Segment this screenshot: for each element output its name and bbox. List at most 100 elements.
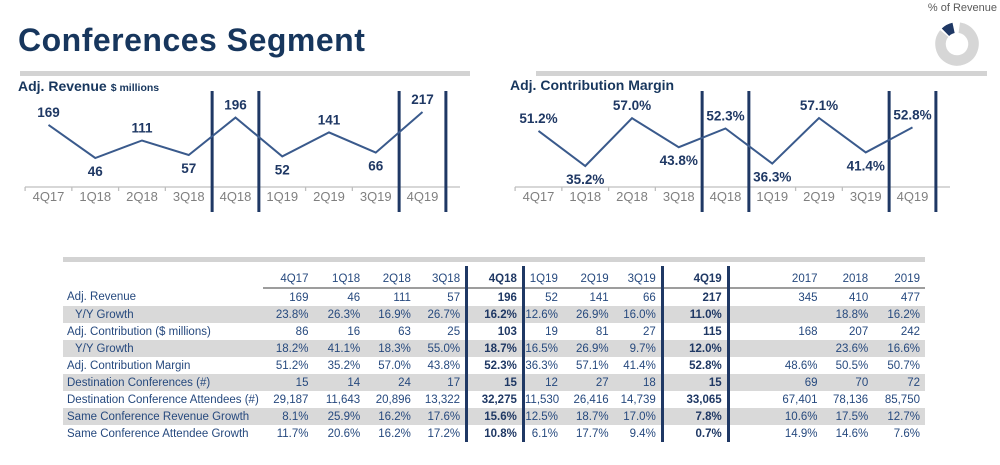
table-cell: 169 bbox=[289, 291, 309, 304]
table-cell: 17.5% bbox=[822, 408, 874, 425]
data-label: 46 bbox=[88, 164, 104, 179]
table-cell: 52.8% bbox=[660, 357, 730, 374]
table-cell: 18.7% bbox=[562, 408, 614, 425]
data-label: 169 bbox=[37, 105, 60, 120]
table-cell: 70 bbox=[822, 374, 874, 391]
row-label: Same Conference Attendee Growth bbox=[67, 427, 249, 440]
x-axis-label: 1Q19 bbox=[266, 189, 298, 204]
data-label: 52.8% bbox=[893, 107, 931, 122]
data-label: 217 bbox=[411, 92, 434, 107]
table-cell: 14.6% bbox=[835, 427, 869, 440]
table-cell: 63 bbox=[398, 325, 411, 338]
table-cell: 16.2% bbox=[378, 427, 411, 440]
table-cell: 50.7% bbox=[887, 359, 920, 372]
x-axis-label: 2Q18 bbox=[616, 189, 648, 204]
table-row: Same Conference Revenue Growth 8.1% 25.9% 1… bbox=[63, 408, 925, 425]
table-cell: 69 bbox=[728, 374, 823, 391]
x-axis-label: 3Q19 bbox=[360, 189, 392, 204]
table-cell: 16.2% bbox=[365, 408, 416, 425]
table-cell: 18 bbox=[613, 374, 663, 391]
revenue-share-donut-chart bbox=[935, 22, 979, 66]
data-label: 35.2% bbox=[566, 172, 604, 187]
page-title: Conferences Segment bbox=[18, 22, 366, 58]
table-cell: 23.6% bbox=[822, 340, 874, 357]
x-axis-label: 3Q19 bbox=[850, 189, 882, 204]
x-axis-label: 1Q18 bbox=[569, 189, 601, 204]
table-cell: 196 bbox=[465, 288, 525, 306]
table-cell: 29,187 bbox=[273, 393, 309, 406]
table-header-cell: 4Q17 bbox=[262, 266, 314, 289]
x-axis-label: 2Q19 bbox=[313, 189, 345, 204]
table-cell: 57 bbox=[447, 291, 461, 304]
table-cell: 12.5% bbox=[523, 408, 563, 425]
data-label: 141 bbox=[318, 112, 341, 127]
table-cell: 410 bbox=[849, 291, 869, 304]
table-cell: 52.3% bbox=[465, 357, 525, 374]
table-cell: 32,275 bbox=[465, 391, 525, 408]
table-cell: 18.7% bbox=[465, 340, 525, 357]
x-axis-label: 3Q18 bbox=[663, 189, 695, 204]
table-cell: 41.1% bbox=[313, 340, 366, 357]
table-header-cell: 2019 bbox=[873, 266, 925, 289]
donut-remainder-segment bbox=[935, 22, 979, 66]
table-cell: 57.0% bbox=[378, 359, 411, 372]
data-label: 51.2% bbox=[519, 111, 557, 126]
table-cell: 11,530 bbox=[524, 393, 560, 406]
table-cell: 6.1% bbox=[531, 427, 558, 440]
table-cell: 33,065 bbox=[660, 391, 730, 408]
series-line bbox=[47, 111, 424, 160]
row-label: Destination Conference Attendees (#) bbox=[67, 393, 259, 406]
table-cell: 23.8% bbox=[262, 306, 314, 323]
table-cell: 0.7% bbox=[660, 425, 730, 442]
adj-revenue-line-chart: 169 46 111 57 196 52 141 66 217 4Q17 1Q18 2Q18 3Q18 4… bbox=[24, 91, 460, 212]
x-axis-label: 1Q18 bbox=[79, 189, 111, 204]
table-cell: 477 bbox=[900, 291, 920, 304]
x-axis-label: 2Q18 bbox=[126, 189, 158, 204]
table-cell: 66 bbox=[643, 291, 656, 304]
table-cell: 35.2% bbox=[327, 359, 361, 372]
table-row: Destination Conference Attendees (#) 29,1… bbox=[63, 391, 925, 408]
x-axis-label: 2Q19 bbox=[803, 189, 835, 204]
row-label: Adj. Revenue bbox=[67, 291, 137, 303]
row-label: Destination Conferences (#) bbox=[63, 374, 263, 391]
x-axis-label: 1Q19 bbox=[756, 189, 788, 204]
table-cell: 9.7% bbox=[613, 340, 663, 357]
table-cell: 16.2% bbox=[465, 306, 525, 323]
table-header-cell: 4Q18 bbox=[465, 266, 525, 289]
x-axis-label: 3Q18 bbox=[173, 189, 205, 204]
table-row: Y/Y Growth 18.2% 41.1% 18.3% 55.0% 18.7% 16.5%… bbox=[63, 340, 925, 357]
table-cell: 26.9% bbox=[562, 340, 614, 357]
table-cell bbox=[728, 340, 823, 357]
table-cell: 57.1% bbox=[576, 359, 609, 372]
table-cell: 24 bbox=[365, 374, 416, 391]
table-cell: 103 bbox=[465, 323, 525, 340]
table-header-cell: 3Q19 bbox=[613, 266, 663, 289]
data-label: 111 bbox=[131, 121, 153, 136]
data-label: 41.4% bbox=[847, 158, 885, 173]
donut-highlight-segment bbox=[941, 22, 956, 37]
table-row: Adj. Revenue 169 46 111 57 196 52 141 66 217 345 41… bbox=[63, 288, 925, 306]
row-label: Same Conference Revenue Growth bbox=[63, 408, 263, 425]
adj-contribution-margin-line-chart: 51.2% 35.2% 57.0% 43.8% 52.3% 36.3% 57.1% 41.4%… bbox=[514, 91, 950, 212]
row-label: Y/Y Growth bbox=[63, 306, 263, 323]
margin-chart-title: Adj. Contribution Margin bbox=[510, 77, 674, 93]
x-axis-label: 4Q18 bbox=[710, 189, 742, 204]
x-axis-label: 4Q17 bbox=[523, 189, 555, 204]
row-label: Y/Y Growth bbox=[63, 340, 263, 357]
metrics-table-section: 4Q17 1Q18 2Q18 3Q18 4Q18 1Q19 2Q19 3Q19 4Q19 2017… bbox=[63, 257, 925, 442]
table-cell: 25 bbox=[447, 325, 461, 338]
data-label: 57.0% bbox=[613, 98, 651, 113]
table-header-row: 4Q17 1Q18 2Q18 3Q18 4Q18 1Q19 2Q19 3Q19 4Q19 2017… bbox=[63, 266, 925, 289]
table-cell: 7.6% bbox=[893, 427, 920, 440]
table-cell: 27 bbox=[643, 325, 656, 338]
table-cell: 16.6% bbox=[873, 340, 925, 357]
table-cell: 12 bbox=[523, 374, 563, 391]
table-cell: 18.3% bbox=[365, 340, 416, 357]
table-cell: 8.1% bbox=[262, 408, 314, 425]
x-axis-label: 4Q18 bbox=[220, 189, 252, 204]
table-cell: 81 bbox=[595, 325, 609, 338]
table-cell: 217 bbox=[660, 288, 730, 306]
data-label: 66 bbox=[368, 159, 384, 174]
table-header-cell: 1Q19 bbox=[523, 266, 563, 289]
